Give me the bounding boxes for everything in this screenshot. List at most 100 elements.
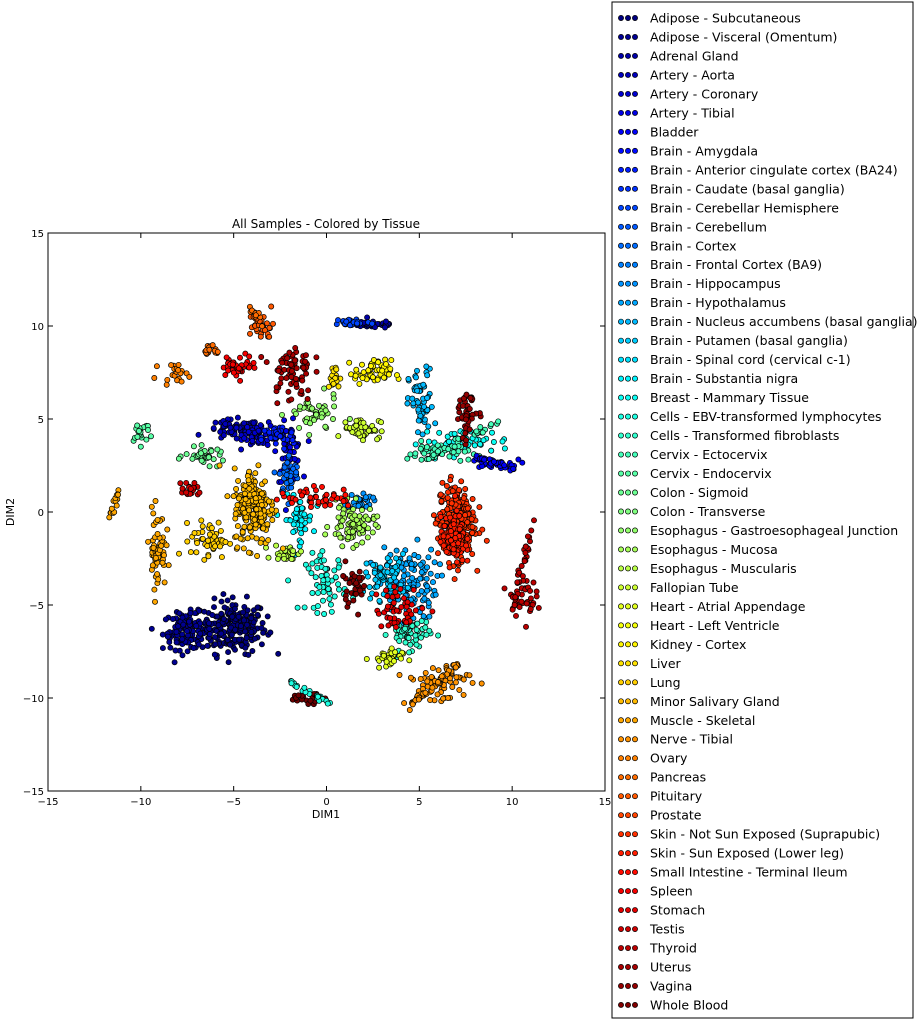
data-point bbox=[292, 344, 299, 351]
legend-marker bbox=[632, 565, 638, 572]
data-point bbox=[246, 524, 253, 531]
y-tick-label: −15 bbox=[23, 787, 44, 798]
data-point bbox=[180, 621, 187, 628]
legend-label: Brain - Cerebellar Hemisphere bbox=[650, 200, 839, 215]
legend-marker bbox=[618, 109, 624, 116]
legend-entry: Heart - Left Ventricle bbox=[618, 618, 780, 633]
data-point bbox=[353, 542, 360, 548]
data-point bbox=[495, 418, 502, 425]
legend-entry: Brain - Hypothalamus bbox=[618, 295, 786, 310]
data-point bbox=[279, 490, 286, 497]
data-point bbox=[449, 488, 456, 494]
data-point bbox=[477, 424, 484, 431]
data-point bbox=[483, 537, 490, 544]
legend: Adipose - Subcutaneous Adipose - Visceral… bbox=[611, 1, 918, 1019]
data-point bbox=[435, 448, 441, 455]
data-point bbox=[451, 576, 458, 583]
legend-marker bbox=[618, 356, 624, 363]
data-point bbox=[242, 350, 249, 357]
legend-marker bbox=[625, 242, 631, 249]
data-point bbox=[277, 380, 284, 387]
data-point bbox=[461, 448, 468, 455]
data-point bbox=[179, 614, 186, 621]
data-point bbox=[381, 544, 388, 551]
data-point bbox=[303, 352, 309, 359]
data-point bbox=[293, 381, 300, 387]
data-point bbox=[284, 459, 291, 466]
data-point bbox=[377, 572, 384, 579]
data-point bbox=[527, 595, 534, 602]
legend-marker bbox=[625, 109, 631, 116]
data-point bbox=[369, 529, 376, 536]
legend-marker bbox=[618, 622, 624, 629]
data-point bbox=[286, 349, 293, 356]
legend-entry: Brain - Frontal Cortex (BA9) bbox=[618, 257, 822, 272]
data-point bbox=[407, 674, 414, 681]
data-point bbox=[447, 537, 454, 544]
legend-marker bbox=[618, 489, 624, 496]
data-point bbox=[229, 361, 236, 368]
data-point bbox=[355, 611, 362, 618]
data-point bbox=[440, 542, 447, 549]
data-point bbox=[303, 370, 310, 377]
data-point bbox=[414, 620, 421, 627]
data-point bbox=[285, 452, 292, 459]
data-point bbox=[265, 554, 272, 561]
legend-marker bbox=[625, 945, 631, 951]
data-point bbox=[398, 604, 405, 611]
data-point bbox=[452, 664, 459, 671]
data-point bbox=[418, 569, 425, 576]
legend-entry: Artery - Tibial bbox=[618, 105, 735, 120]
legend-marker bbox=[632, 34, 638, 40]
legend-marker bbox=[618, 983, 624, 989]
data-point bbox=[232, 646, 238, 653]
data-point bbox=[163, 381, 170, 388]
data-point bbox=[169, 616, 176, 622]
data-point bbox=[183, 479, 190, 486]
data-point bbox=[295, 692, 302, 699]
data-point bbox=[342, 419, 349, 426]
legend-marker bbox=[625, 812, 631, 819]
data-point bbox=[463, 391, 470, 398]
data-point bbox=[320, 577, 327, 584]
data-point bbox=[248, 628, 255, 635]
data-point bbox=[339, 543, 346, 550]
legend-marker bbox=[625, 774, 631, 781]
legend-label: Brain - Cortex bbox=[650, 238, 737, 253]
data-point bbox=[418, 588, 425, 595]
legend-entry: Uterus bbox=[618, 960, 691, 975]
data-point bbox=[232, 605, 238, 612]
data-point bbox=[233, 424, 240, 431]
data-point bbox=[352, 495, 359, 502]
data-point bbox=[530, 579, 537, 586]
data-point bbox=[218, 630, 225, 637]
legend-marker bbox=[632, 660, 638, 667]
data-point bbox=[324, 700, 331, 707]
data-point bbox=[258, 436, 265, 443]
legend-marker bbox=[632, 527, 638, 534]
data-point bbox=[230, 369, 237, 376]
data-point bbox=[424, 683, 431, 690]
data-point bbox=[423, 363, 430, 370]
data-point bbox=[177, 480, 184, 487]
legend-label: Artery - Coronary bbox=[650, 86, 759, 101]
data-point bbox=[464, 519, 471, 526]
data-point bbox=[412, 607, 419, 614]
data-point bbox=[417, 445, 424, 452]
data-point bbox=[322, 496, 329, 503]
data-point bbox=[385, 371, 392, 378]
data-point bbox=[296, 424, 303, 431]
data-point bbox=[418, 438, 425, 444]
data-point bbox=[205, 454, 212, 461]
data-point bbox=[396, 638, 403, 644]
data-point bbox=[405, 376, 412, 382]
legend-marker bbox=[618, 717, 624, 724]
y-tick-label: 5 bbox=[38, 415, 44, 426]
legend-entry: Small Intestine - Terminal Ileum bbox=[618, 865, 848, 880]
data-point bbox=[367, 363, 374, 369]
legend-label: Vagina bbox=[650, 978, 692, 993]
data-point bbox=[314, 693, 321, 700]
legend-entry: Brain - Anterior cingulate cortex (BA24) bbox=[618, 162, 898, 177]
legend-entry: Esophagus - Muscularis bbox=[618, 561, 797, 576]
data-point bbox=[527, 587, 534, 594]
